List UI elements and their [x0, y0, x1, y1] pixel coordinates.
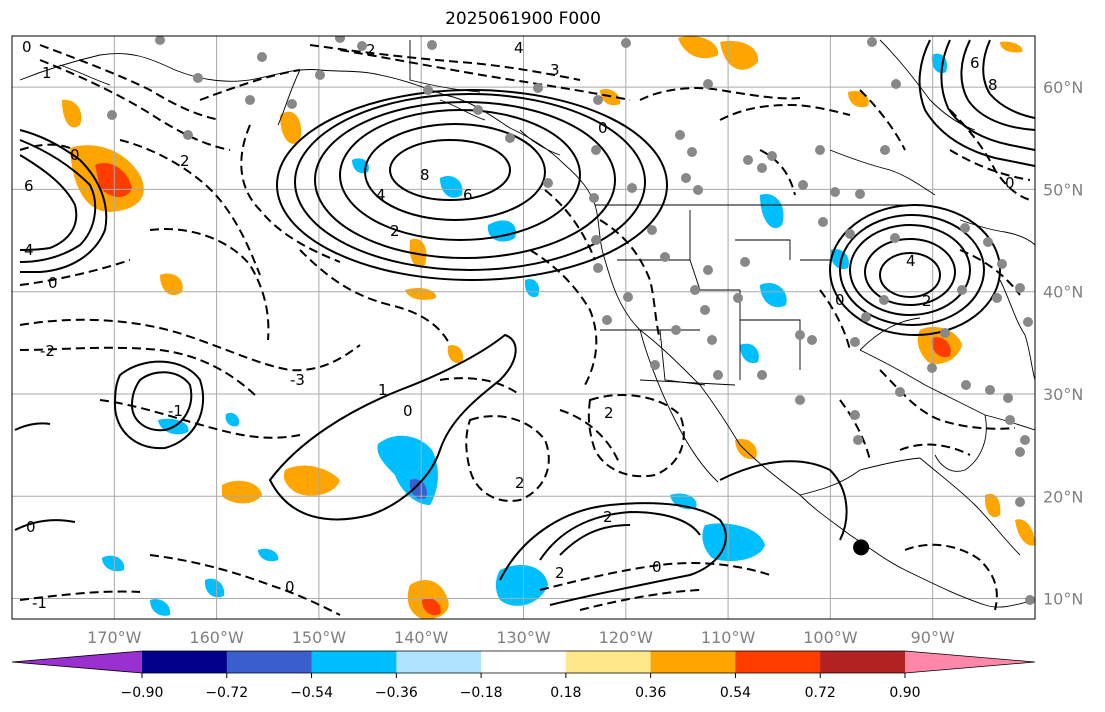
contour-label: 0: [22, 38, 32, 56]
colorbar-tick-label: −0.36: [375, 685, 418, 701]
contour-label: 4: [376, 186, 386, 204]
plot-area: 8 6 4 2 0 4 2 -1 1 0 2 2 0 -2 -3 0 -1 0 …: [12, 36, 1035, 619]
contour-label: 6: [463, 186, 473, 204]
contour-label: 8: [420, 166, 430, 184]
contour-label: 1: [378, 381, 388, 399]
colorbar-segment: [142, 651, 228, 673]
colorbar: −0.90 −0.72 −0.54 −0.36 −0.18 0.18 0.36 0.54 0.7…: [11, 650, 1036, 701]
contours-dashed: [19, 44, 1031, 616]
contour-label: 2: [515, 474, 525, 492]
contour-label: -1: [32, 594, 47, 612]
colorbar-tick-label: 0.90: [889, 685, 920, 701]
lat-tick-label: 10°N: [1043, 590, 1083, 609]
contour-label: 3: [550, 61, 560, 79]
lat-tick-label: 50°N: [1043, 180, 1083, 199]
contours-solid: [14, 39, 1035, 606]
axis-tick-labels: 170°W 160°W 150°W 140°W 130°W 120°W 110°W 100°W…: [87, 78, 1083, 647]
lon-tick-label: 100°W: [803, 628, 858, 647]
contour-label: 2: [180, 152, 190, 170]
colorbar-tick-label: 0.36: [635, 685, 666, 701]
contour-label: 0: [598, 119, 608, 137]
lon-tick-label: 160°W: [189, 628, 244, 647]
contour-label: 0: [285, 578, 295, 596]
contour-label: 6: [970, 54, 980, 72]
contour-label: 8: [988, 76, 998, 94]
colorbar-tick-label: −0.90: [121, 685, 164, 701]
colorbar-segment: [226, 651, 313, 673]
colorbar-segment: [396, 651, 482, 673]
contour-label: 0: [403, 402, 413, 420]
shaded-field: [62, 36, 1035, 619]
contour-label: 0: [70, 146, 80, 164]
colorbar-tick-label: 0.18: [550, 685, 581, 701]
colorbar-tick-label: 0.72: [805, 685, 836, 701]
colorbar-segment: [820, 651, 906, 673]
contour-label: 0: [1005, 174, 1015, 192]
contour-label: 1: [42, 64, 52, 82]
lat-tick-label: 20°N: [1043, 487, 1083, 506]
colorbar-tick-label: −0.72: [205, 685, 248, 701]
lat-tick-label: 60°N: [1043, 78, 1083, 97]
colorbar-tick-label: −0.54: [290, 685, 333, 701]
lon-tick-label: 130°W: [496, 628, 551, 647]
colorbar-segment: [311, 651, 397, 673]
station-dots: [107, 36, 1035, 605]
contour-label: 2: [366, 41, 376, 59]
colorbar-tick-label: 0.54: [720, 685, 751, 701]
contour-label: 0: [48, 274, 58, 292]
contour-label: 6: [24, 177, 34, 195]
contour-label: 4: [24, 241, 34, 259]
contour-label: 0: [652, 558, 662, 576]
map-title: 2025061900 F000: [445, 9, 601, 29]
colorbar-tick-label: −0.18: [460, 685, 503, 701]
contour-label: -3: [290, 371, 305, 389]
plot-frame: [11, 35, 1036, 620]
lon-tick-label: 120°W: [599, 628, 654, 647]
colorbar-extend-high: [905, 651, 1035, 673]
contour-label: 2: [555, 564, 565, 582]
contour-label: 0: [26, 518, 36, 536]
contour-label: -2: [40, 342, 55, 360]
colorbar-segment: [565, 651, 652, 673]
location-marker: [853, 539, 870, 556]
lat-tick-label: 30°N: [1043, 385, 1083, 404]
contour-label: 2: [603, 508, 613, 526]
contour-label: 4: [906, 252, 916, 270]
contour-label: 4: [514, 39, 524, 57]
lon-tick-label: 90°W: [911, 628, 955, 647]
contour-label: 2: [922, 292, 932, 310]
contour-labels: 8 6 4 2 0 4 2 -1 1 0 2 2 0 -2 -3 0 -1 0 …: [22, 38, 1015, 612]
lon-tick-label: 170°W: [87, 628, 142, 647]
colorbar-segment: [735, 651, 821, 673]
colorbar-segment: [481, 651, 567, 673]
lon-tick-label: 150°W: [292, 628, 347, 647]
lon-tick-label: 140°W: [394, 628, 449, 647]
coastlines: [19, 39, 1035, 608]
contour-label: 2: [390, 222, 400, 240]
lon-tick-label: 110°W: [701, 628, 756, 647]
colorbar-extend-low: [12, 651, 142, 673]
contour-label: 2: [604, 404, 614, 422]
contour-label: 0: [835, 291, 845, 309]
colorbar-segment: [650, 651, 736, 673]
contour-label: -1: [168, 402, 183, 420]
lat-tick-label: 40°N: [1043, 283, 1083, 302]
